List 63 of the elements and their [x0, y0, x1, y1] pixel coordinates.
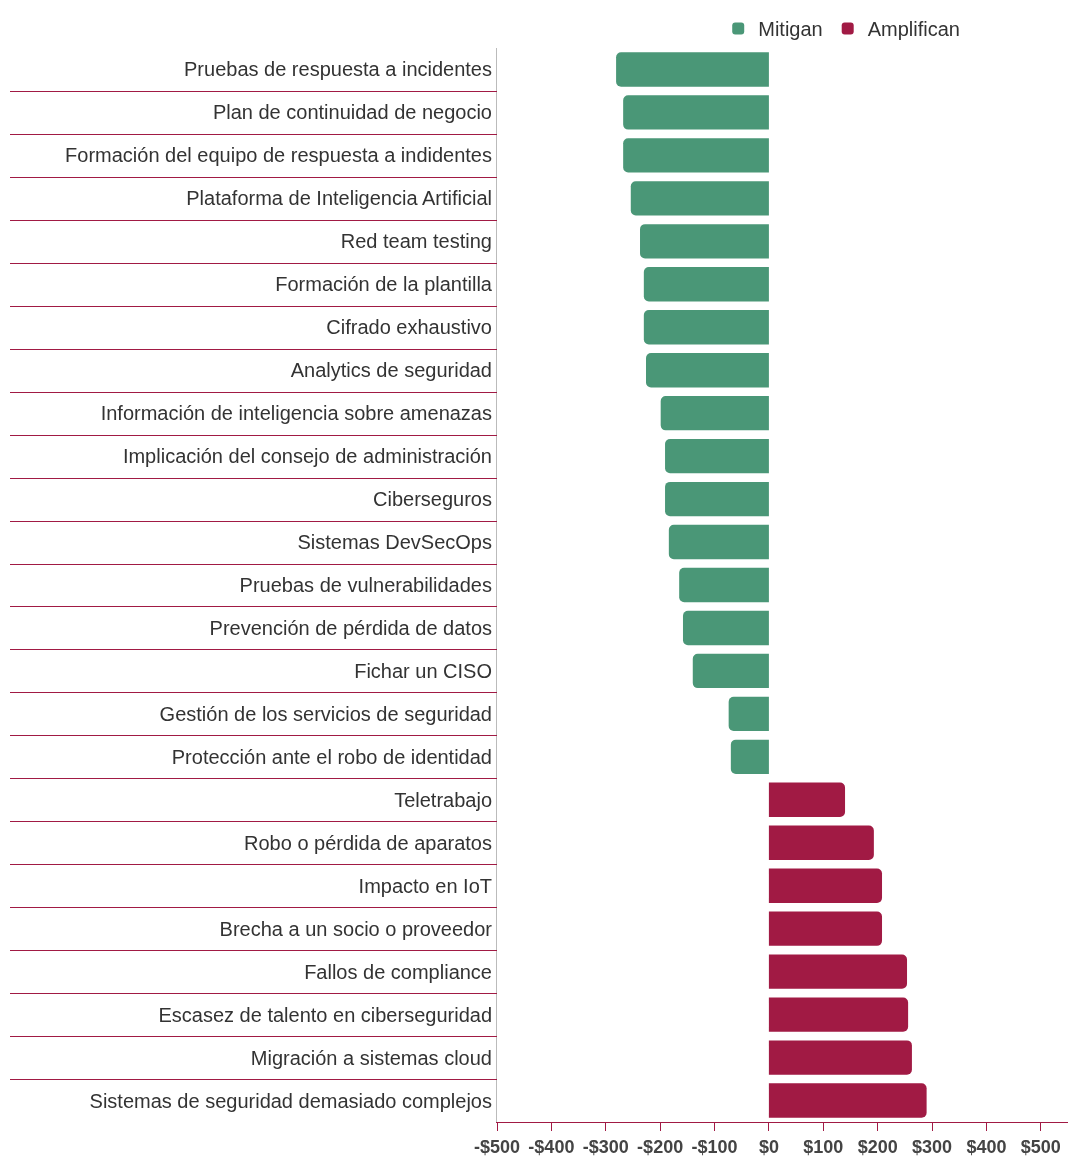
- bar: [768, 782, 846, 817]
- x-tick-label: -$500: [473, 1136, 521, 1157]
- y-tick-label: Prevención de pérdida de datos: [209, 616, 492, 639]
- y-tick-label: Migración a sistemas cloud: [250, 1046, 492, 1069]
- legend-label: Amplifican: [867, 18, 960, 41]
- bar: [665, 481, 769, 517]
- x-tick-label: -$100: [691, 1136, 738, 1157]
- bar: [668, 524, 769, 560]
- bar: [768, 1040, 912, 1075]
- x-tick-label: -$300: [582, 1136, 629, 1157]
- bar: [630, 181, 769, 216]
- bar: [682, 610, 769, 646]
- y-tick-label: Sistemas de seguridad demasiado complejos: [89, 1089, 492, 1112]
- bar: [623, 138, 769, 173]
- y-tick-label: Formación del equipo de respuesta a indidentes: [65, 144, 492, 167]
- x-tick-label: $0: [758, 1136, 779, 1157]
- bar: [768, 868, 883, 903]
- bar: [643, 267, 769, 302]
- y-tick-label: Protección ante el robo de identidad: [171, 745, 492, 768]
- bar: [616, 52, 769, 87]
- bar: [768, 911, 883, 946]
- bar: [640, 224, 769, 259]
- bar: [660, 395, 769, 431]
- y-tick-label: Fallos de compliance: [304, 960, 492, 983]
- y-tick-label: Analytics de seguridad: [290, 359, 492, 382]
- y-tick-label: Escasez de talento en ciberseguridad: [158, 1003, 492, 1026]
- y-tick-label: Brecha a un socio o proveedor: [219, 917, 493, 940]
- x-tick-label: $200: [857, 1136, 898, 1157]
- y-tick-label: Cifrado exhaustivo: [326, 316, 492, 339]
- y-tick-label: Sistemas DevSecOps: [297, 531, 492, 554]
- y-tick-label: Plan de continuidad de negocio: [212, 101, 492, 124]
- y-tick-label: Información de inteligencia sobre amenazas: [100, 402, 492, 425]
- y-tick-label: Implicación del consejo de administración: [122, 445, 492, 468]
- bar: [665, 438, 769, 474]
- bar: [730, 739, 769, 775]
- x-tick-label: $500: [1020, 1136, 1061, 1157]
- x-tick-label: -$400: [528, 1136, 575, 1157]
- legend-label: Mitigan: [758, 18, 823, 41]
- x-tick-label: -$200: [637, 1136, 684, 1157]
- bar: [692, 653, 769, 689]
- y-tick-label: Gestión de los servicios de seguridad: [159, 702, 492, 725]
- y-tick-label: Formación de la plantilla: [275, 273, 493, 296]
- y-tick-label: Robo o pérdida de aparatos: [244, 831, 492, 854]
- bar: [768, 1083, 927, 1118]
- y-tick-label: Impacto en IoT: [358, 874, 492, 897]
- x-tick-label: $100: [803, 1136, 844, 1157]
- bar: [679, 567, 769, 603]
- y-tick-label: Fichar un CISO: [354, 659, 492, 682]
- bar: [768, 825, 874, 860]
- y-tick-label: Pruebas de vulnerabilidades: [239, 574, 492, 596]
- y-tick-label: Pruebas de respuesta a incidentes: [184, 58, 492, 81]
- bar: [768, 997, 909, 1032]
- bar: [646, 353, 769, 388]
- y-tick-label: Teletrabajo: [394, 788, 492, 811]
- y-tick-label: Plataforma de Inteligencia Artificial: [186, 187, 492, 210]
- y-tick-label: Ciberseguros: [373, 488, 492, 511]
- bar: [623, 95, 769, 130]
- x-tick-label: $400: [966, 1136, 1007, 1157]
- bar: [768, 954, 908, 989]
- x-tick-label: $300: [912, 1136, 953, 1157]
- y-tick-label: Red team testing: [340, 230, 492, 253]
- bar: [728, 696, 769, 732]
- bar: [643, 310, 769, 345]
